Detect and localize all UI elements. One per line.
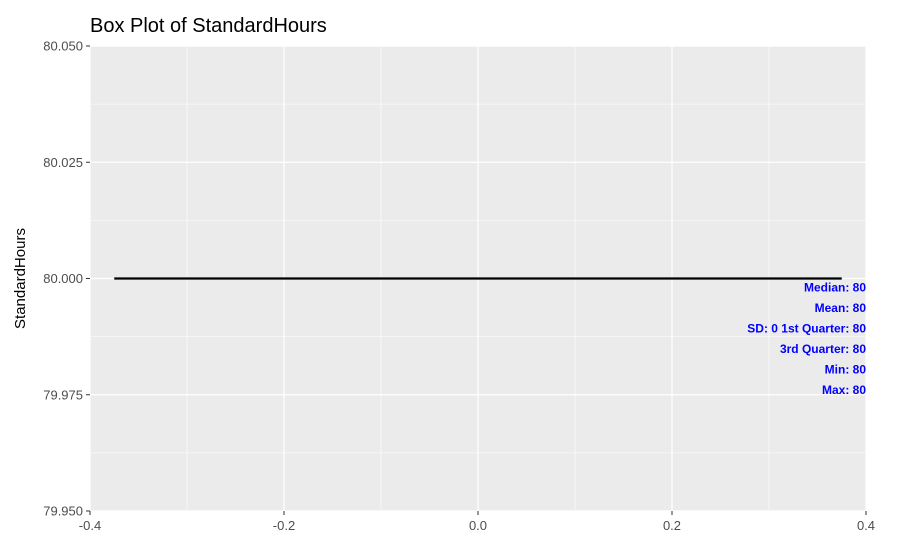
y-tick-label: 79.975 xyxy=(43,387,83,402)
x-tick-label: 0.2 xyxy=(663,518,681,533)
stat-annotation: SD: 0 1st Quarter: 80 xyxy=(747,322,866,336)
x-tick-label: 0.0 xyxy=(469,518,487,533)
x-tick-label: 0.4 xyxy=(857,518,875,533)
annotation-layer: Median: 80 Mean: 80 SD: 0 1st Quarter: 80 3… xyxy=(747,281,866,398)
y-tick-label: 80.050 xyxy=(43,39,83,54)
x-tick-label: -0.4 xyxy=(79,518,101,533)
x-axis-ticks: -0.4 -0.2 0.0 0.2 0.4 xyxy=(79,511,875,533)
y-axis-label: StandardHours xyxy=(12,228,29,329)
y-tick-label: 80.000 xyxy=(43,271,83,286)
y-tick-label: 79.950 xyxy=(43,504,83,519)
stat-annotation: Median: 80 xyxy=(804,281,866,295)
chart-title: Box Plot of StandardHours xyxy=(90,15,327,37)
y-axis-ticks: 79.950 79.975 80.000 80.025 80.050 xyxy=(43,39,90,519)
stat-annotation: 3rd Quarter: 80 xyxy=(780,342,866,356)
stat-annotation: Max: 80 xyxy=(822,383,866,397)
stat-annotation: Min: 80 xyxy=(825,363,867,377)
y-tick-label: 80.025 xyxy=(43,155,83,170)
stat-annotation: Mean: 80 xyxy=(815,301,867,315)
x-tick-label: -0.2 xyxy=(273,518,295,533)
